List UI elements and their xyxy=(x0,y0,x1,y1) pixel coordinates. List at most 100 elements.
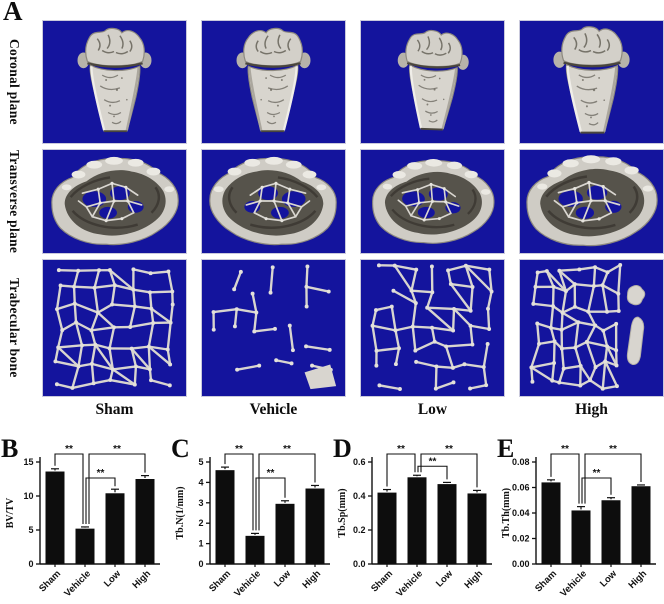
significance-bracket xyxy=(85,477,116,524)
row-label-trabecular-bone: Trabecular bone xyxy=(7,278,22,378)
row-label-coronal-plane: Coronal plane xyxy=(7,39,22,125)
y-tick-label: 0.0 xyxy=(353,559,366,569)
significance-label: ** xyxy=(267,468,275,479)
bars: Sham Vehicle Low High xyxy=(369,474,487,599)
bar-low xyxy=(105,493,125,564)
significance-bracket xyxy=(88,453,146,524)
bars: Sham Vehicle Low High xyxy=(37,468,155,599)
micro-ct-coronal-sham xyxy=(42,20,187,144)
significance-bracket xyxy=(224,453,254,531)
y-tick-label: 2 xyxy=(198,518,203,528)
bvtv-bar-chart: 0 5 10 15 BV/TV Sham Vehicle Low High ** ** ** xyxy=(5,444,160,599)
x-category-label: High xyxy=(462,568,485,591)
coronal-bone xyxy=(552,25,631,134)
x-category-label: Low xyxy=(272,568,294,590)
x-category-label: Vehicle xyxy=(394,568,425,599)
bar-high xyxy=(305,488,325,564)
coronal-bone xyxy=(235,27,312,133)
significance-label: ** xyxy=(397,444,405,455)
significance-label: ** xyxy=(97,468,105,479)
trabecular-network xyxy=(212,265,332,371)
significance-label: ** xyxy=(113,444,121,455)
micro-ct-transverse-vehicle xyxy=(201,149,346,254)
transverse-bone xyxy=(50,155,180,246)
y-tick-label: 0.00 xyxy=(512,559,530,569)
group-label-sham: Sham xyxy=(95,401,134,418)
panel-c-label: C xyxy=(171,434,190,463)
y-tick-label: 15 xyxy=(23,457,33,467)
micro-ct-coronal-low xyxy=(360,20,505,144)
bars: Sham Vehicle Low High xyxy=(207,466,325,599)
bar-high xyxy=(135,479,155,564)
x-category-label: Low xyxy=(102,568,124,590)
x-category-label: Vehicle xyxy=(558,568,589,599)
tbth-bar-chart: 0.00 0.02 0.04 0.06 0.08 Tb.Th(mm) Sham Vehicle… xyxy=(501,444,656,599)
y-tick-label: 5 xyxy=(28,525,33,535)
significance-label: ** xyxy=(593,468,601,479)
y-tick-label: 10 xyxy=(23,491,33,501)
y-tick-label: 3 xyxy=(198,498,203,508)
y-tick-label: 0.04 xyxy=(512,508,530,518)
y-tick-label: 0 xyxy=(28,559,33,569)
y-tick-label: 0.2 xyxy=(353,525,366,535)
significance-label: ** xyxy=(65,444,73,455)
significance-bracket xyxy=(581,477,612,504)
x-category-label: Low xyxy=(598,568,620,590)
y-tick-label: 0.6 xyxy=(353,457,366,467)
bar-high xyxy=(467,493,487,564)
x-category-label: High xyxy=(300,568,323,591)
bar-high xyxy=(631,486,651,564)
bar-low xyxy=(275,503,295,564)
transverse-bone xyxy=(525,153,659,247)
trabecular-nodes xyxy=(53,267,175,390)
micro-ct-transverse-high xyxy=(519,149,664,254)
bar-vehicle xyxy=(407,477,427,564)
y-axis-ticks: 0.0 0.2 0.4 0.6 xyxy=(353,457,372,569)
bar-sham xyxy=(215,470,235,564)
y-tick-label: 4 xyxy=(198,477,203,487)
y-axis-label: Tb.Th(mm) xyxy=(501,488,512,538)
bar-sham xyxy=(377,492,397,564)
tbsp-bar-chart: 0.0 0.2 0.4 0.6 Tb.Sp(mm) Sham Vehicle Low High *… xyxy=(337,444,492,599)
significance-bracket xyxy=(584,453,642,504)
bar-low xyxy=(601,500,621,564)
micro-ct-transverse-sham xyxy=(42,149,187,254)
significance-label: ** xyxy=(445,444,453,455)
group-label-high: High xyxy=(575,401,608,418)
y-axis-ticks: 0.00 0.02 0.04 0.06 0.08 xyxy=(512,457,536,569)
micro-ct-trabecular-low xyxy=(360,259,505,397)
significance-label: ** xyxy=(429,456,437,467)
trabecular-nodes xyxy=(370,263,494,391)
significance-bracket xyxy=(386,453,416,487)
group-label-vehicle: Vehicle xyxy=(249,401,298,418)
bar-vehicle xyxy=(75,528,95,564)
bar-vehicle xyxy=(571,510,591,564)
y-axis-ticks: 0 1 2 3 4 5 xyxy=(198,457,210,569)
tbn-bar-chart: 0 1 2 3 4 5 Tb.N(1/mm) Sham Vehicle Low High ** ** ** xyxy=(175,444,330,599)
row-label-transverse-plane: Transverse plane xyxy=(7,149,22,254)
bar-sham xyxy=(541,482,561,564)
x-category-label: Sham xyxy=(37,568,63,594)
bar-sham xyxy=(45,471,65,564)
significance-brackets: ** ** ** xyxy=(224,444,316,531)
panel-b-label: B xyxy=(1,434,19,463)
group-label-low: Low xyxy=(417,401,448,418)
micro-ct-coronal-vehicle xyxy=(201,20,346,144)
trabecular-nodes xyxy=(211,264,333,372)
significance-label: ** xyxy=(235,444,243,455)
charts-row: B 0 5 10 15 BV/TV Sham Vehicle Low High ** ** ** C … xyxy=(0,434,664,604)
x-category-label: Low xyxy=(434,568,456,590)
significance-label: ** xyxy=(609,444,617,455)
panel-d-label: D xyxy=(333,434,352,463)
transverse-bone xyxy=(208,155,338,246)
x-category-label: Vehicle xyxy=(232,568,263,599)
significance-brackets: ** ** ** xyxy=(550,444,642,504)
significance-bracket xyxy=(417,465,448,480)
transverse-bone xyxy=(370,155,497,247)
chart-tbsp: D 0.0 0.2 0.4 0.6 Tb.Sp(mm) Sham Vehicle Low Hig… xyxy=(332,434,496,604)
bone-fragment xyxy=(304,364,337,390)
y-tick-label: 0.08 xyxy=(512,457,530,467)
x-category-label: Sham xyxy=(533,568,559,594)
significance-label: ** xyxy=(283,444,291,455)
